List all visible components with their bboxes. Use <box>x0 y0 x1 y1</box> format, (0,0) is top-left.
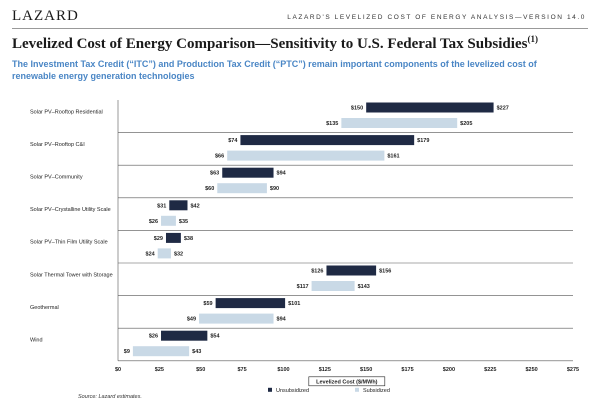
source-note: Source: Lazard estimates. <box>78 394 142 400</box>
x-tick-label: $200 <box>443 367 455 373</box>
header-rule <box>12 28 588 29</box>
x-axis-label-box <box>308 376 386 387</box>
legend-swatch <box>355 387 359 392</box>
bar-low-label: $63 <box>210 171 219 177</box>
x-tick-label: $275 <box>567 367 579 373</box>
unsubsidized-bar <box>161 330 208 341</box>
subsidized-bar <box>132 346 190 357</box>
x-tick-label: $25 <box>155 367 164 373</box>
unsubsidized-bar <box>165 232 181 243</box>
subsidized-bar <box>217 183 267 194</box>
bar-high-label: $161 <box>387 154 399 160</box>
x-tick-label: $75 <box>237 367 246 373</box>
row-separators <box>118 132 573 329</box>
category-labels: Solar PV–Rooftop Residential Solar PV–Roo… <box>30 109 113 343</box>
subsidized-bar <box>199 313 274 324</box>
x-tick-label: $0 <box>115 367 121 373</box>
bar-high-label: $90 <box>270 186 279 192</box>
category-label: Solar PV–Rooftop Residential <box>30 109 103 115</box>
category-label: Solar Thermal Tower with Storage <box>30 272 113 278</box>
bar-high-label: $205 <box>460 121 472 127</box>
bar-low-label: $74 <box>228 138 238 144</box>
x-tick-label: $50 <box>196 367 205 373</box>
category-label: Solar PV–Rooftop C&I <box>30 142 85 148</box>
category-label: Geothermal <box>30 305 59 311</box>
brand-logo: LAZARD <box>12 8 79 24</box>
bar-high-label: $156 <box>379 269 391 275</box>
bar-high-label: $94 <box>277 171 287 177</box>
bar-high-label: $227 <box>497 106 509 112</box>
subsidized-bar <box>161 215 176 226</box>
report-title: LAZARD'S LEVELIZED COST OF ENERGY ANALYS… <box>287 14 586 21</box>
bar-low-label: $135 <box>326 121 338 127</box>
category-label: Solar PV–Community <box>30 175 83 181</box>
bar-high-label: $42 <box>190 203 199 209</box>
bar-high-label: $101 <box>288 301 300 307</box>
bar-low-label: $66 <box>215 154 224 160</box>
unsubsidized-bar <box>366 102 494 113</box>
x-tick-label: $150 <box>360 367 372 373</box>
unsubsidized-bar <box>215 298 286 309</box>
bar-low-label: $24 <box>146 251 156 257</box>
bars: $150 $227 $74 $179 $63 $94 $31 $42 $29 $38 $126 $15… <box>124 102 509 357</box>
bar-low-label: $60 <box>205 186 214 192</box>
unsubsidized-bar <box>326 265 377 276</box>
bar-low-label: $26 <box>149 219 158 225</box>
bar-high-label: $38 <box>184 236 193 242</box>
subsidized-bar <box>341 118 458 128</box>
bar-high-label: $35 <box>179 219 188 225</box>
subsidized-bar <box>311 281 355 291</box>
bar-high-label: $32 <box>174 251 183 257</box>
x-tick-label: $125 <box>319 367 331 373</box>
x-axis-label: Levelized Cost ($/MWh) <box>316 379 378 385</box>
x-tick-label: $100 <box>277 367 289 373</box>
bar-high-label: $43 <box>192 349 201 355</box>
legend-label: Unsubsidized <box>276 388 309 394</box>
unsubsidized-bar <box>240 135 415 146</box>
legend: Unsubsidized Subsidized <box>268 387 390 394</box>
category-label: Solar PV–Thin Film Utility Scale <box>30 240 108 246</box>
bar-high-label: $54 <box>210 334 220 340</box>
x-tick-label: $250 <box>526 367 538 373</box>
x-axis: $0 $25 $50 $75 $100 $125 $150 $175 $200 $225 $250 $… <box>115 100 579 387</box>
bar-high-label: $143 <box>358 284 370 290</box>
category-label: Solar PV–Crystalline Utility Scale <box>30 207 111 213</box>
bar-high-label: $179 <box>417 138 429 144</box>
legend-label: Subsidized <box>363 388 390 394</box>
bar-low-label: $26 <box>149 334 158 340</box>
title-footnote: (1) <box>527 34 538 44</box>
bar-low-label: $9 <box>124 349 130 355</box>
bar-low-label: $59 <box>203 301 212 307</box>
bar-low-label: $150 <box>351 106 363 112</box>
subsidized-bar <box>227 150 385 161</box>
bar-low-label: $49 <box>187 317 196 323</box>
legend-swatch <box>268 387 272 392</box>
x-tick-label: $225 <box>484 367 496 373</box>
bar-low-label: $31 <box>157 203 166 209</box>
bar-low-label: $29 <box>154 236 163 242</box>
unsubsidized-bar <box>169 200 188 211</box>
bar-low-label: $117 <box>297 284 309 290</box>
lcoe-chart: Solar PV–Rooftop Residential Solar PV–Roo… <box>30 100 579 394</box>
page-title-text: Levelized Cost of Energy Comparison—Sens… <box>12 36 528 52</box>
x-tick-label: $175 <box>401 367 413 373</box>
subsidized-bar <box>157 248 171 259</box>
bar-low-label: $126 <box>311 269 323 275</box>
page-title: Levelized Cost of Energy Comparison—Sens… <box>12 34 592 53</box>
category-label: Wind <box>30 338 43 344</box>
bar-high-label: $94 <box>277 317 287 323</box>
unsubsidized-bar <box>222 167 274 178</box>
page-subtitle: The Investment Tax Credit (“ITC”) and Pr… <box>12 59 537 81</box>
